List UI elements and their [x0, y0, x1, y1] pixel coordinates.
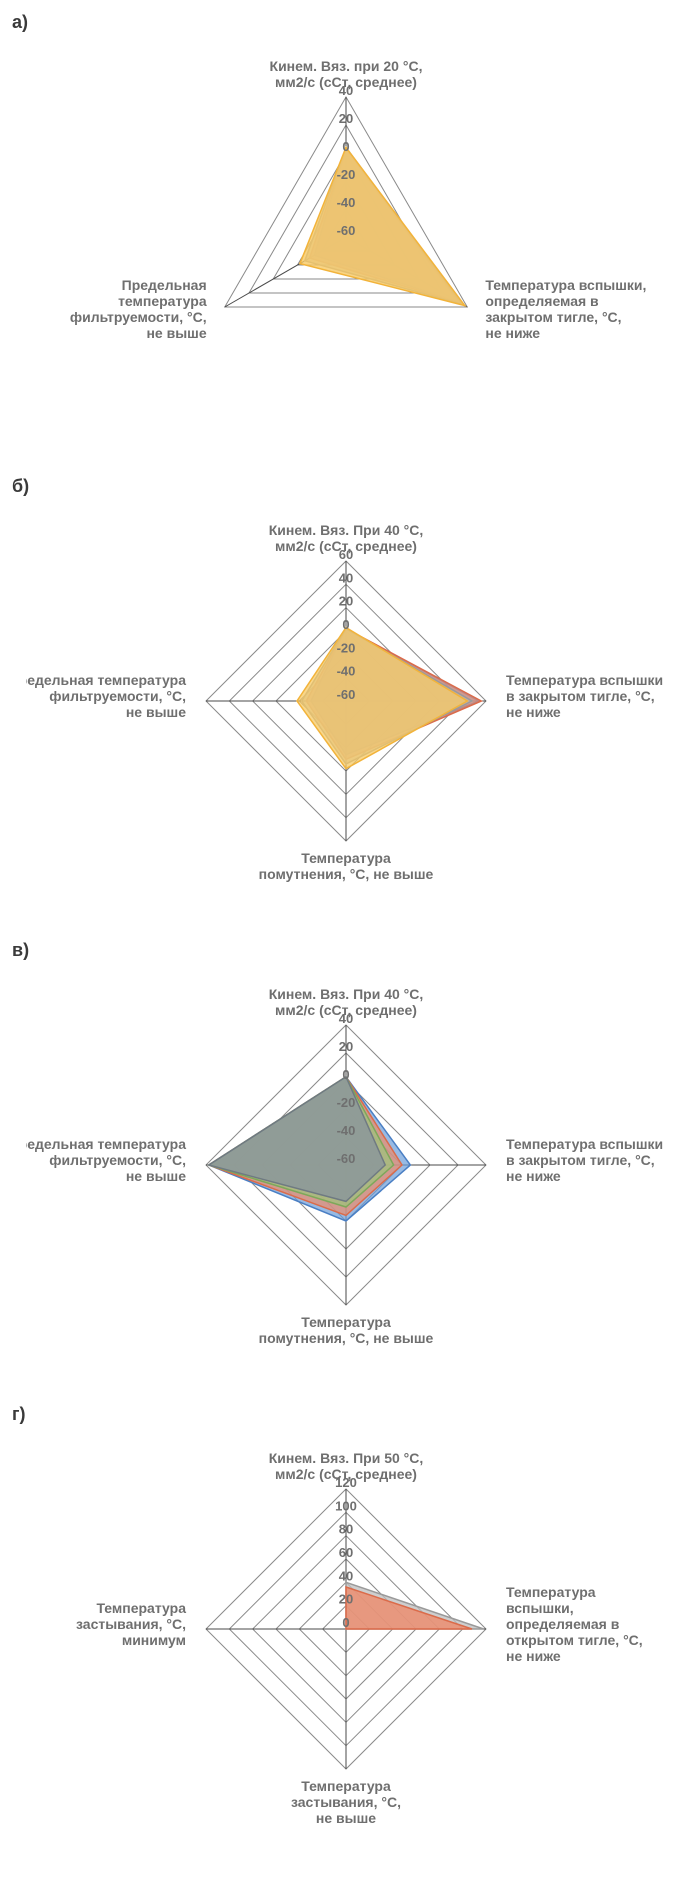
radar-axis-label: Температура вспышкив закрытом тигле, °C,… — [506, 1136, 663, 1184]
radar-chart: -60-40-2002040Кинем. Вяз. при 20 °C,мм2/… — [26, 12, 666, 452]
radar-axis-label: Температуравспышки,определяемая воткрыто… — [506, 1584, 643, 1664]
radar-tick-label: 20 — [339, 594, 353, 609]
radar-axis-label: Предельная температурафильтруемости, °C,… — [26, 672, 186, 720]
radar-axis-label: Предельнаятемпературафильтруемости, °C,н… — [70, 277, 207, 341]
radar-tick-label: 80 — [339, 1522, 353, 1537]
radar-chart: -60-40-200204060Кинем. Вяз. При 40 °C,мм… — [26, 476, 666, 916]
radar-axis-label: Температуразастывания, °C,не выше — [291, 1778, 401, 1826]
chart-wrap: -60-40-2002040Кинем. Вяз. при 20 °C,мм2/… — [12, 12, 680, 452]
radar-tick-label: -60 — [337, 1151, 356, 1166]
radar-tick-label: 20 — [339, 1592, 353, 1607]
radar-tick-label: -20 — [337, 640, 356, 655]
series-s2 — [346, 1587, 472, 1629]
radar-tick-label: -20 — [337, 1095, 356, 1110]
radar-axis-label: Кинем. Вяз. При 40 °C,мм2/с (сСт, средне… — [269, 522, 424, 554]
panel-d: г)020406080100120Кинем. Вяз. При 50 °C,м… — [12, 1404, 680, 1844]
radar-tick-label: -40 — [337, 1123, 356, 1138]
radar-axis-label: Температуразастывания, °C,минимум — [76, 1600, 186, 1648]
series-s4 — [300, 147, 465, 305]
chart-wrap: -60-40-200204060Кинем. Вяз. При 40 °C,мм… — [12, 476, 680, 916]
radar-tick-label: -40 — [337, 195, 356, 210]
radar-tick-label: -60 — [337, 223, 356, 238]
radar-tick-label: 40 — [339, 1568, 353, 1583]
panel-c: в)-60-40-2002040Кинем. Вяз. При 40 °C,мм… — [12, 940, 680, 1380]
radar-axis-label: Температурапомутнения, °C, не выше — [259, 1314, 434, 1346]
radar-axis-label: Температура вспышкив закрытом тигле, °C,… — [506, 672, 663, 720]
radar-chart: -60-40-2002040Кинем. Вяз. При 40 °C,мм2/… — [26, 940, 666, 1380]
radar-tick-label: 60 — [339, 1545, 353, 1560]
radar-tick-label: 0 — [342, 617, 349, 632]
radar-tick-label: 100 — [335, 1498, 357, 1513]
radar-chart: 020406080100120Кинем. Вяз. При 50 °C,мм2… — [26, 1404, 666, 1844]
radar-tick-label: 0 — [342, 1615, 349, 1630]
radar-tick-label: -60 — [337, 687, 356, 702]
radar-tick-label: 20 — [339, 1039, 353, 1054]
panel-label: г) — [12, 1404, 26, 1425]
radar-axis-label: Кинем. Вяз. при 20 °C,мм2/с (сСт, средне… — [270, 58, 423, 90]
radar-axis-label: Температура вспышки,определяемая взакрыт… — [485, 277, 646, 341]
panel-label: а) — [12, 12, 28, 33]
radar-tick-label: 0 — [342, 1067, 349, 1082]
radar-tick-label: -20 — [337, 167, 356, 182]
radar-axis-label: Предельная температурафильтруемости, °C,… — [26, 1136, 186, 1184]
panel-label: б) — [12, 476, 29, 497]
radar-tick-label: 20 — [339, 111, 353, 126]
panel-b: б)-60-40-200204060Кинем. Вяз. При 40 °C,… — [12, 476, 680, 916]
panel-a: а)-60-40-2002040Кинем. Вяз. при 20 °C,мм… — [12, 12, 680, 452]
radar-tick-label: -40 — [337, 664, 356, 679]
panel-label: в) — [12, 940, 29, 961]
radar-axis-label: Кинем. Вяз. При 40 °C,мм2/с (сСт, средне… — [269, 986, 424, 1018]
radar-axis-label: Кинем. Вяз. При 50 °C,мм2/с (сСт, средне… — [269, 1450, 424, 1482]
radar-axis-label: Температурапомутнения, °C, не выше — [259, 850, 434, 882]
radar-tick-label: 40 — [339, 570, 353, 585]
chart-wrap: 020406080100120Кинем. Вяз. При 50 °C,мм2… — [12, 1404, 680, 1844]
chart-wrap: -60-40-2002040Кинем. Вяз. При 40 °C,мм2/… — [12, 940, 680, 1380]
radar-tick-label: 0 — [342, 139, 349, 154]
